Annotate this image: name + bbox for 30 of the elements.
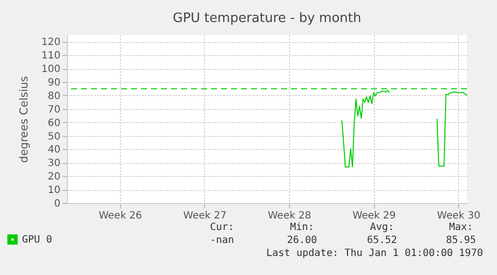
- x-tick-label: Week 30: [437, 210, 480, 222]
- x-tick-label: Week 29: [352, 210, 396, 222]
- y-tick-label: 20: [48, 172, 60, 183]
- x-tick-label: Week 26: [98, 210, 142, 222]
- y-tick-label: 60: [48, 118, 60, 129]
- text: Max:: [448, 222, 474, 233]
- y-tick-label: 70: [48, 104, 60, 116]
- text: Last update: Thu Jan 1 01:00:00 1970: [266, 248, 483, 259]
- text: Cur:: [210, 222, 234, 233]
- legend-label: GPU 0: [22, 234, 52, 246]
- y-tick-label: 50: [48, 131, 60, 142]
- text: Avg:: [370, 222, 394, 233]
- text: -nan: [210, 235, 234, 246]
- y-tick-label: 30: [48, 158, 60, 170]
- x-tick-label: Week 28: [268, 210, 312, 222]
- y-tick-label: 90: [48, 78, 60, 89]
- text: 26.00: [286, 235, 318, 246]
- y-tick-label: 100: [41, 64, 60, 76]
- text: Min:: [290, 222, 314, 233]
- y-tick-label: 80: [48, 90, 60, 102]
- y-tick-label: 40: [48, 144, 60, 156]
- text: 65.52: [366, 235, 398, 246]
- text: 85.95: [446, 235, 476, 246]
- x-tick-label: Week 27: [183, 210, 227, 222]
- y-tick-label: 0: [54, 198, 60, 210]
- chart-title: GPU temperature - by month: [172, 11, 362, 26]
- y-axis-title: degrees Celsius: [17, 76, 30, 163]
- y-tick-label: 110: [41, 50, 60, 62]
- y-tick-label: 120: [41, 37, 60, 48]
- y-tick-label: 10: [48, 185, 60, 196]
